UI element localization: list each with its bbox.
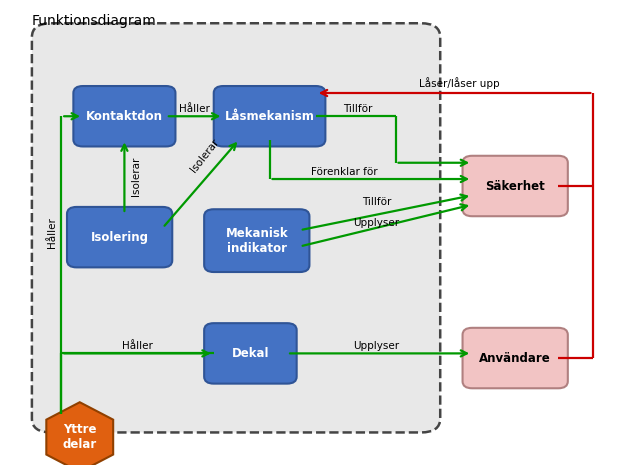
Text: Låser/låser upp: Låser/låser upp xyxy=(419,77,500,89)
FancyBboxPatch shape xyxy=(67,207,172,267)
Text: Isolerar: Isolerar xyxy=(188,137,220,174)
Text: Håller: Håller xyxy=(47,217,57,248)
FancyBboxPatch shape xyxy=(32,23,440,432)
FancyBboxPatch shape xyxy=(463,328,568,388)
Text: Kontaktdon: Kontaktdon xyxy=(86,110,163,123)
Text: Dekal: Dekal xyxy=(232,347,269,360)
FancyBboxPatch shape xyxy=(204,209,309,272)
Text: Förenklar för: Förenklar för xyxy=(311,166,378,177)
Text: Isolerar: Isolerar xyxy=(131,157,141,196)
Text: Tillför: Tillför xyxy=(343,104,372,114)
Text: Yttre
delar: Yttre delar xyxy=(63,423,97,451)
Text: Funktionsdiagram: Funktionsdiagram xyxy=(32,14,157,28)
Text: Säkerhet: Säkerhet xyxy=(486,179,545,193)
Text: Isolering: Isolering xyxy=(91,231,149,244)
Text: Upplyser: Upplyser xyxy=(353,218,399,228)
Text: Låsmekanism: Låsmekanism xyxy=(225,110,315,123)
Polygon shape xyxy=(47,402,113,465)
Text: Upplyser: Upplyser xyxy=(353,341,399,351)
Text: Tillför: Tillför xyxy=(362,197,391,207)
Text: Håller: Håller xyxy=(179,104,210,114)
Text: Mekanisk
indikator: Mekanisk indikator xyxy=(225,226,288,255)
Text: Användare: Användare xyxy=(479,352,551,365)
FancyBboxPatch shape xyxy=(204,323,297,384)
FancyBboxPatch shape xyxy=(214,86,325,146)
FancyBboxPatch shape xyxy=(73,86,175,146)
FancyBboxPatch shape xyxy=(463,156,568,216)
Text: Håller: Håller xyxy=(122,341,152,351)
